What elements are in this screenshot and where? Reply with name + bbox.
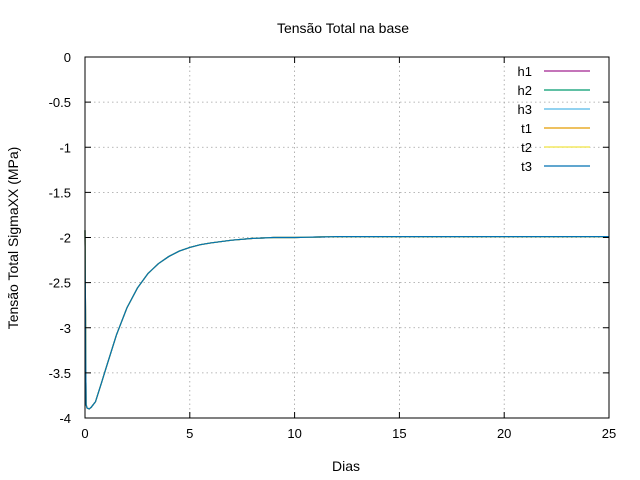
y-tick-label: -2.5 bbox=[49, 276, 71, 291]
x-tick-label: 5 bbox=[186, 426, 193, 441]
series-line-t1 bbox=[84, 230, 609, 410]
y-tick-label: -1.5 bbox=[49, 185, 71, 200]
x-axis-label: Dias bbox=[332, 458, 360, 474]
x-tick-label: 0 bbox=[81, 426, 88, 441]
y-tick-label: 0 bbox=[64, 50, 71, 65]
x-tick-label: 15 bbox=[392, 426, 406, 441]
series-lines bbox=[84, 230, 609, 410]
legend-label-t2: t2 bbox=[521, 140, 532, 155]
axis-ticks: 0 5 10 15 20 25 0 -0.5 -1 -1.5 -2 -2.5 -3 -3.5 -4 bbox=[49, 50, 617, 441]
x-tick-label: 10 bbox=[287, 426, 301, 441]
y-tick-label: -2 bbox=[59, 231, 71, 246]
legend-label-h2: h2 bbox=[518, 83, 532, 98]
legend-label-h3: h3 bbox=[518, 102, 532, 117]
y-tick-label: -3.5 bbox=[49, 366, 71, 381]
series-line-h2 bbox=[84, 230, 609, 410]
x-tick-label: 25 bbox=[602, 426, 616, 441]
series-line-h3 bbox=[84, 230, 609, 410]
x-tick-label: 20 bbox=[497, 426, 511, 441]
chart-title: Tensão Total na base bbox=[277, 20, 409, 36]
y-tick-label: -3 bbox=[59, 321, 71, 336]
series-line-t2 bbox=[84, 230, 609, 410]
y-tick-label: -1 bbox=[59, 140, 71, 155]
series-line-h1 bbox=[84, 230, 609, 410]
legend: h1 h2 h3 t1 t2 t3 bbox=[518, 64, 590, 174]
legend-label-t3: t3 bbox=[521, 159, 532, 174]
y-tick-label: -0.5 bbox=[49, 95, 71, 110]
y-axis-label: Tensão Total SigmaXX (MPa) bbox=[5, 147, 21, 330]
grid bbox=[85, 57, 609, 418]
legend-label-t1: t1 bbox=[521, 121, 532, 136]
series-line-t3 bbox=[84, 230, 609, 410]
y-tick-label: -4 bbox=[59, 411, 71, 426]
legend-label-h1: h1 bbox=[518, 64, 532, 79]
